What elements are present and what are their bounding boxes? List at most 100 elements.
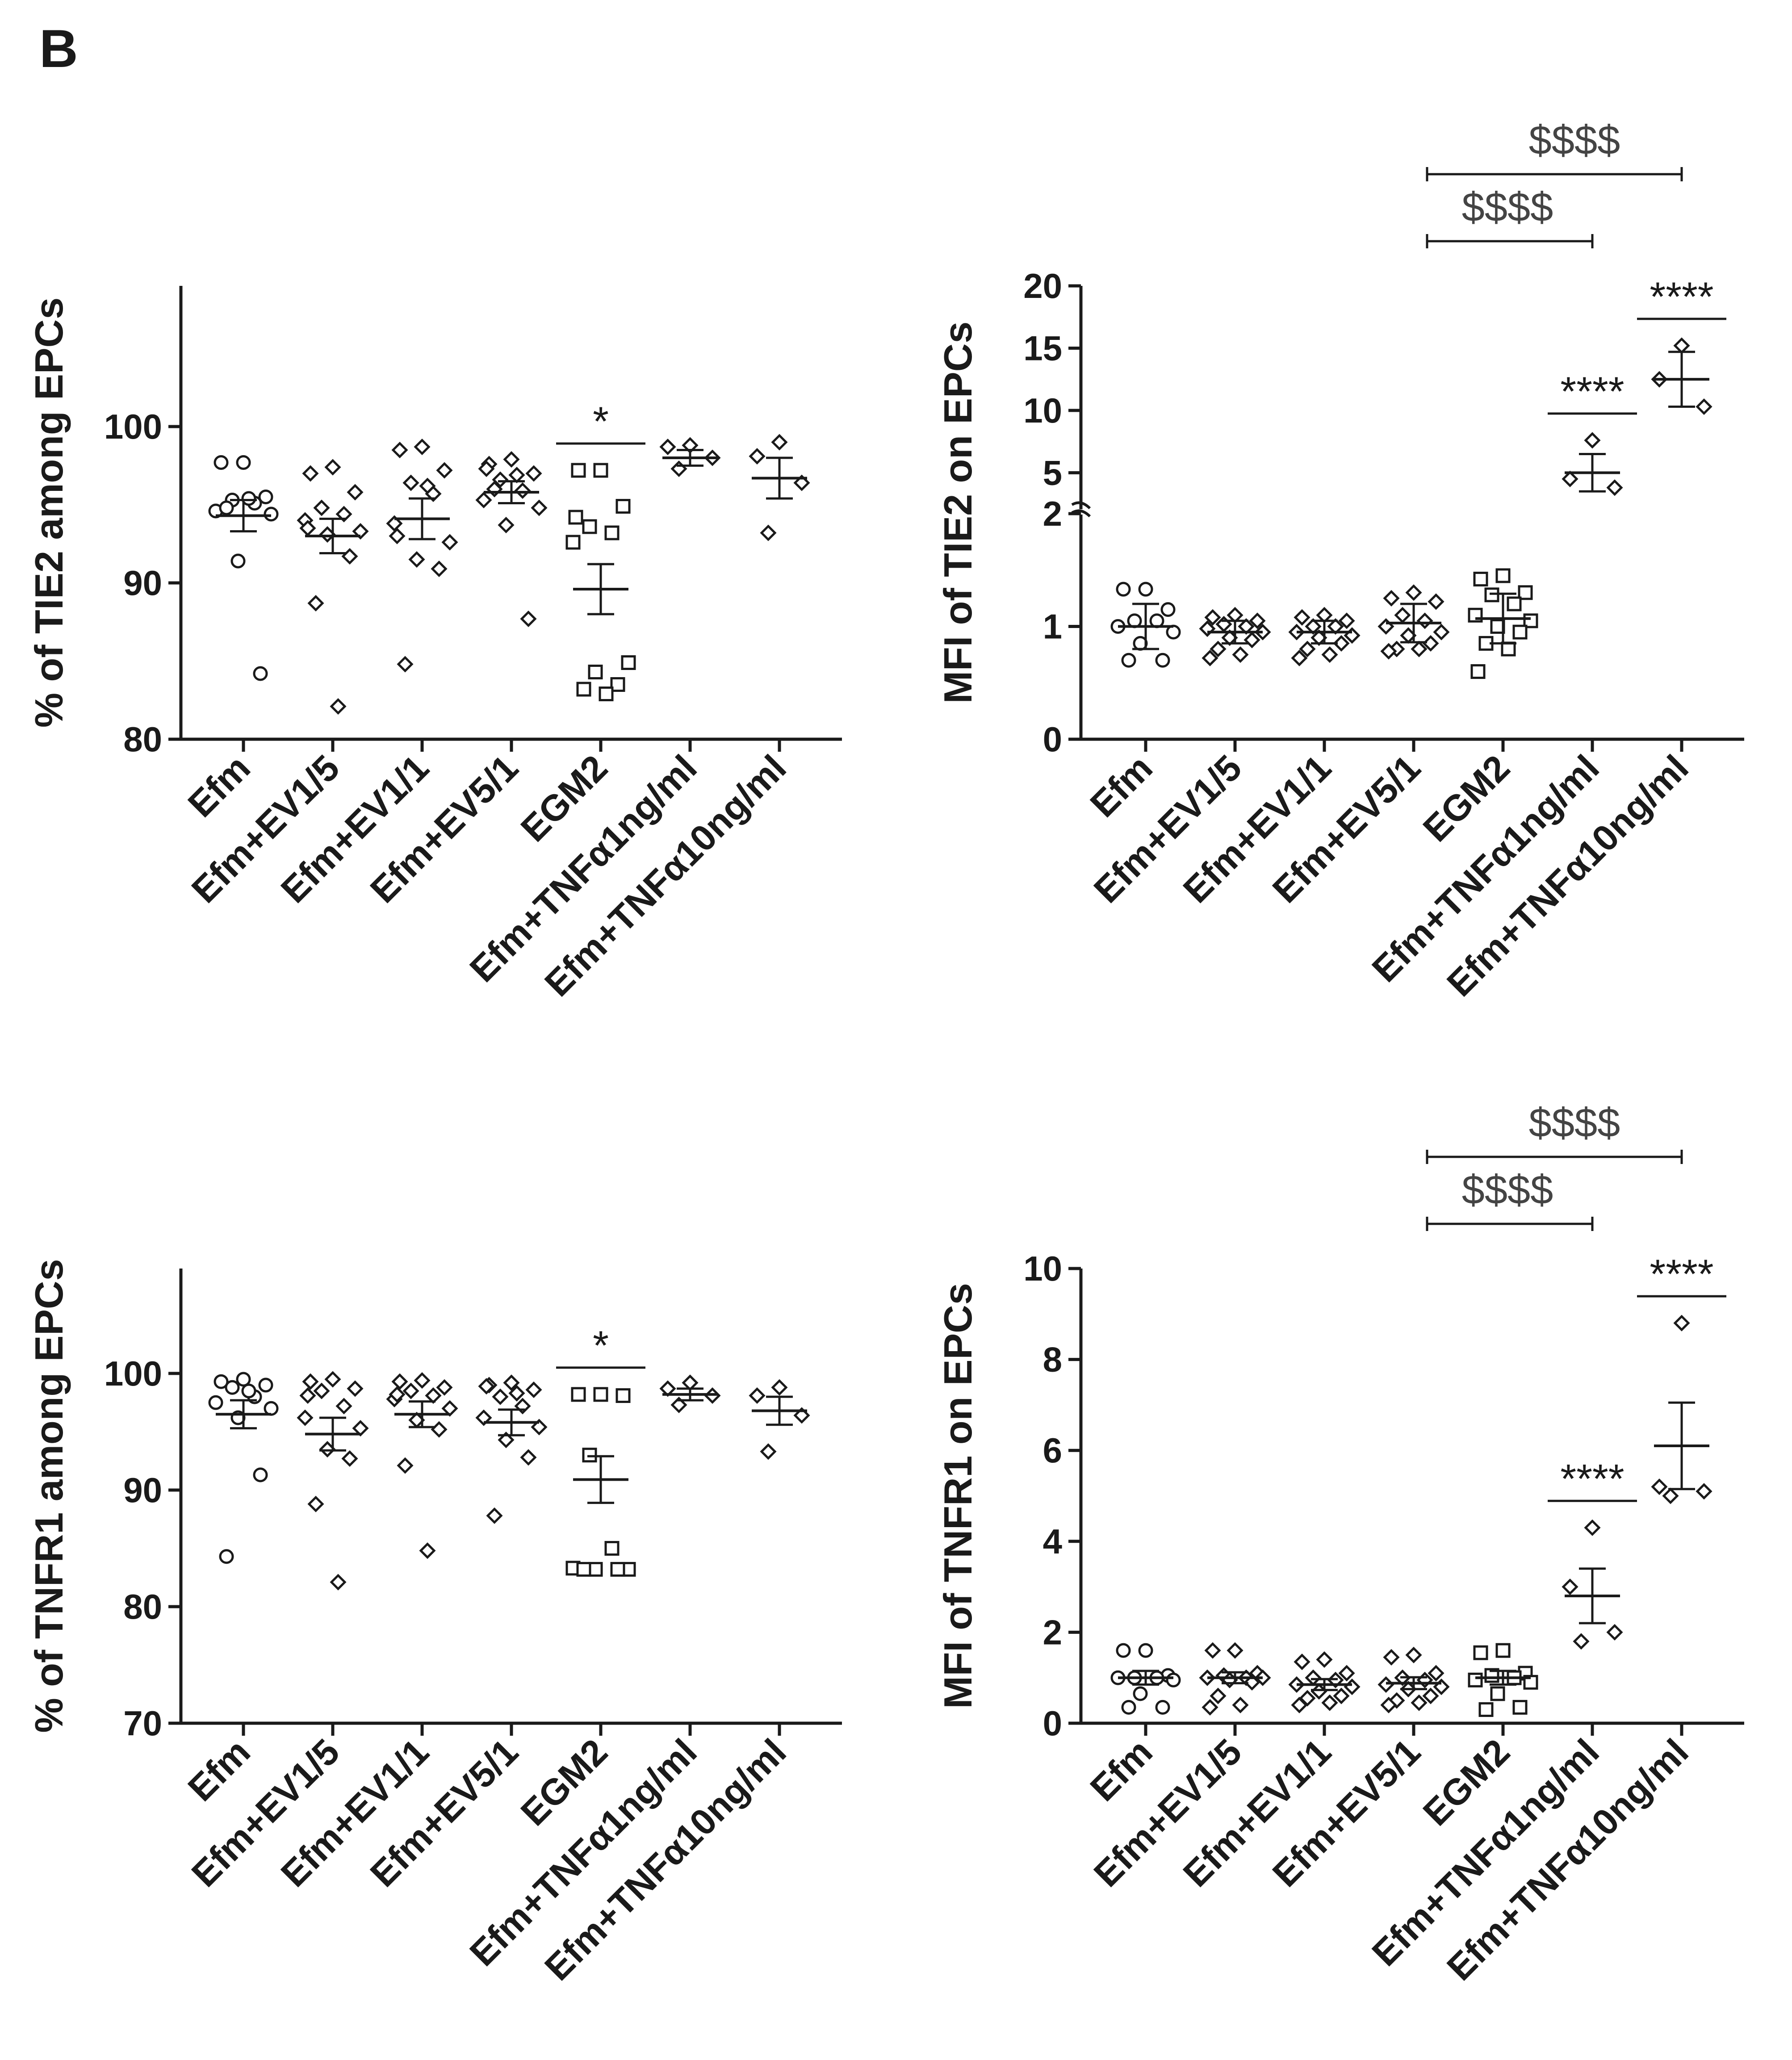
data-point — [593, 463, 608, 478]
data-point — [324, 459, 341, 476]
data-point — [1507, 596, 1522, 611]
y-tick-label: 2 — [1043, 1612, 1062, 1652]
data-point — [419, 1542, 436, 1559]
data-point — [1291, 1696, 1308, 1713]
data-point — [1232, 1696, 1249, 1713]
y-tick-label: 80 — [123, 720, 162, 759]
data-point — [1501, 641, 1516, 657]
data-point — [1473, 1645, 1488, 1660]
y-tick-label: 70 — [123, 1704, 162, 1743]
x-category-label: Efm — [180, 747, 258, 825]
axis-break-mark — [1071, 501, 1091, 510]
data-point — [599, 687, 614, 701]
data-point — [347, 484, 364, 501]
data-point — [1138, 582, 1153, 597]
data-point — [571, 1387, 586, 1402]
data-point — [402, 1382, 419, 1399]
data-point — [391, 441, 408, 459]
data-point — [1490, 1686, 1505, 1701]
data-point — [1478, 1702, 1494, 1717]
data-point — [508, 466, 525, 484]
significance-label: **** — [1560, 1456, 1624, 1502]
data-point — [749, 448, 766, 465]
data-point — [760, 1443, 777, 1460]
significance-label: * — [593, 399, 609, 444]
data-point — [302, 465, 319, 482]
y-tick-label: 0 — [1043, 720, 1062, 759]
significance-label: * — [593, 1323, 609, 1369]
y-tick-label: 5 — [1043, 453, 1062, 492]
data-point — [503, 1374, 520, 1391]
data-point — [1416, 1671, 1433, 1688]
data-point — [1210, 1687, 1227, 1704]
data-point — [604, 1541, 620, 1556]
data-point — [335, 506, 352, 523]
data-point — [1416, 612, 1433, 629]
data-point — [341, 548, 358, 565]
data-point — [1215, 615, 1232, 632]
data-point — [253, 1467, 268, 1482]
data-point — [389, 528, 406, 544]
data-point — [1338, 1665, 1355, 1682]
data-point — [576, 682, 591, 697]
data-point — [1377, 1676, 1394, 1693]
data-point — [214, 1374, 229, 1389]
data-point — [1651, 1478, 1668, 1495]
data-point — [1227, 1642, 1244, 1659]
data-point — [1305, 1669, 1322, 1686]
data-point — [1121, 1700, 1136, 1715]
data-point — [264, 1401, 279, 1416]
data-point — [1584, 432, 1601, 449]
data-point — [414, 438, 431, 456]
x-category-label: Efm — [1083, 1731, 1160, 1809]
data-point — [258, 1378, 273, 1393]
data-point — [525, 1381, 542, 1398]
data-point — [621, 655, 636, 670]
data-point — [1316, 1651, 1333, 1668]
data-point — [514, 1398, 531, 1415]
data-point — [1573, 1633, 1590, 1650]
data-point — [241, 1383, 256, 1398]
data-point — [1606, 479, 1623, 496]
data-point — [1202, 1699, 1218, 1716]
data-point — [397, 656, 414, 673]
data-point — [253, 666, 268, 681]
data-point — [1562, 1578, 1578, 1595]
data-point — [1422, 1687, 1439, 1704]
y-tick-label: 2 — [1043, 494, 1062, 533]
data-point — [1294, 1654, 1311, 1671]
data-point — [330, 1574, 347, 1591]
y-tick-label: 8 — [1043, 1340, 1062, 1379]
data-point — [436, 1379, 453, 1396]
data-point — [1495, 1643, 1511, 1658]
data-point — [1166, 1672, 1181, 1687]
data-point — [588, 665, 603, 679]
data-point — [307, 1495, 324, 1512]
x-category-label: Efm — [180, 1731, 258, 1809]
data-point — [760, 524, 777, 541]
data-point — [335, 1398, 352, 1415]
data-point — [389, 1386, 406, 1403]
y-axis-label: MFI of TIE2 on EPCs — [936, 322, 980, 704]
comparison-label: $$$$ — [1529, 117, 1620, 163]
y-tick-label: 4 — [1043, 1522, 1062, 1561]
data-point — [1470, 664, 1486, 679]
data-point — [402, 474, 419, 491]
data-point — [299, 1387, 316, 1404]
data-point — [324, 1371, 341, 1388]
data-point — [498, 1432, 515, 1449]
data-point — [492, 1388, 509, 1405]
significance-label: **** — [1650, 274, 1713, 320]
y-axis-label: % of TIE2 among EPCs — [27, 297, 71, 728]
data-point — [1321, 1694, 1338, 1711]
y-tick-label: 90 — [123, 563, 162, 603]
data-point — [503, 451, 520, 468]
data-point — [431, 1421, 448, 1438]
data-point — [1232, 646, 1249, 663]
data-point — [297, 1409, 314, 1426]
data-point — [1512, 1700, 1528, 1715]
data-point — [219, 500, 234, 515]
